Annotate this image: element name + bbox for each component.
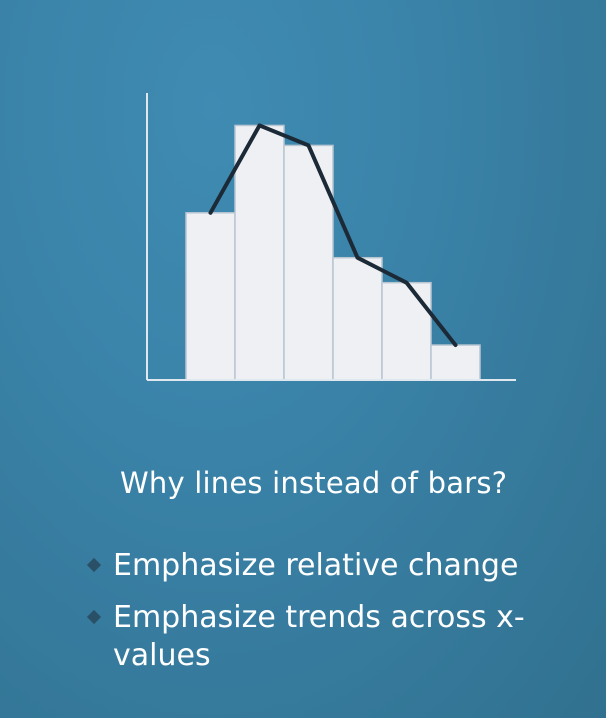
bars-group [185, 124, 481, 381]
bullet-text: Emphasize relative change [113, 548, 519, 583]
slide-question: Why lines instead of bars? [120, 466, 508, 500]
histogram-bar [185, 212, 236, 381]
histogram-bar [430, 344, 481, 381]
histogram-bar [332, 256, 383, 381]
bullet-item: Emphasize trends across x-values [86, 599, 563, 675]
histogram-bar [234, 124, 285, 381]
bullet-item: Emphasize relative change [86, 547, 563, 585]
diamond-bullet-icon [86, 557, 102, 573]
bullet-text: Emphasize trends across x-values [113, 600, 525, 673]
trend-line [208, 123, 458, 348]
diamond-bullet-icon [86, 609, 102, 625]
bullet-list: Emphasize relative change Emphasize tren… [86, 547, 563, 689]
histogram-bar [381, 281, 432, 381]
